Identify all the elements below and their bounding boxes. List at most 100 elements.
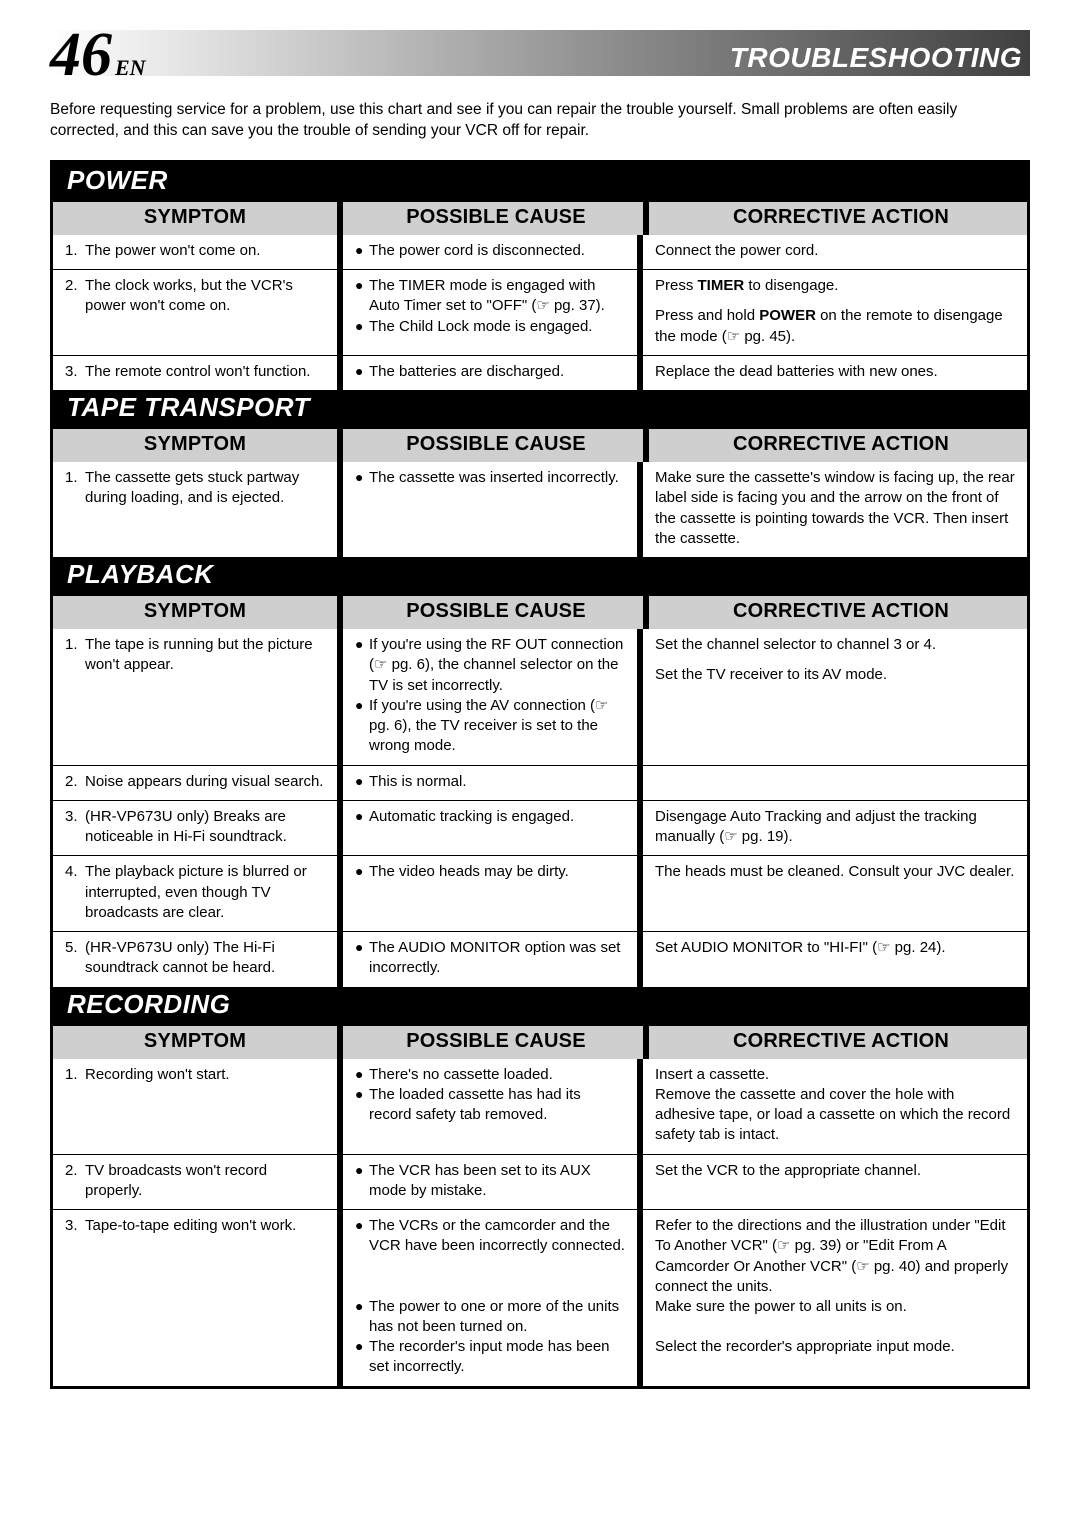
action-text: Press TIMER to disengage.: [655, 276, 1015, 296]
symptom-text: Tape-to-tape editing won't work.: [85, 1216, 325, 1378]
cause-text: The video heads may be dirty.: [369, 862, 625, 882]
cause-text: The batteries are discharged.: [369, 362, 625, 382]
col-cause: POSSIBLE CAUSE: [349, 202, 649, 235]
action-text: Set the VCR to the appropriate channel.: [655, 1161, 1015, 1181]
bullet-icon: ●: [355, 1216, 369, 1257]
page-header: 46EN TROUBLESHOOTING: [50, 30, 1030, 76]
action-cell: Set the VCR to the appropriate channel.: [643, 1155, 1027, 1210]
col-action: CORRECTIVE ACTION: [655, 1026, 1027, 1059]
cause-text: If you're using the RF OUT connection (☞…: [369, 635, 625, 696]
action-cell: Replace the dead batteries with new ones…: [643, 356, 1027, 390]
bullet-icon: ●: [355, 807, 369, 827]
row-number: 1.: [65, 468, 85, 549]
cause-text: The VCR has been set to its AUX mode by …: [369, 1161, 625, 1202]
col-cause: POSSIBLE CAUSE: [349, 596, 649, 629]
cause-text: The loaded cassette has had its record s…: [369, 1085, 625, 1126]
bullet-icon: ●: [355, 635, 369, 696]
row-number: 2.: [65, 276, 85, 347]
intro-text: Before requesting service for a problem,…: [50, 100, 1030, 142]
page-number: 46EN: [50, 38, 146, 85]
row-number: 5.: [65, 938, 85, 979]
col-symptom: SYMPTOM: [53, 429, 343, 462]
symptom-cell: 1.The power won't come on.: [53, 235, 343, 269]
cause-cell: ●The video heads may be dirty.: [343, 856, 643, 931]
bullet-icon: ●: [355, 362, 369, 382]
symptom-text: The tape is running but the picture won'…: [85, 635, 325, 757]
action-text: Connect the power cord.: [655, 241, 1015, 261]
action-text: Set the channel selector to channel 3 or…: [655, 635, 1015, 655]
row-number: 2.: [65, 772, 85, 792]
cause-cell: ●Automatic tracking is engaged.: [343, 801, 643, 856]
row-number: 3.: [65, 1216, 85, 1378]
bullet-icon: ●: [355, 468, 369, 488]
action-text: The heads must be cleaned. Consult your …: [655, 862, 1015, 882]
symptom-cell: 2.The clock works, but the VCR's power w…: [53, 270, 343, 355]
cause-cell: ●This is normal.: [343, 766, 643, 800]
table-row: 2.Noise appears during visual search.●Th…: [53, 765, 1027, 800]
cause-text: The power to one or more of the units ha…: [369, 1297, 625, 1338]
table-row: 1.The power won't come on.●The power cor…: [53, 235, 1027, 269]
bullet-icon: ●: [355, 317, 369, 337]
bullet-icon: ●: [355, 938, 369, 979]
row-number: 3.: [65, 362, 85, 382]
category-header: RECORDING: [53, 987, 1027, 1026]
bullet-icon: ●: [355, 696, 369, 757]
row-number: 1.: [65, 635, 85, 757]
cause-text: This is normal.: [369, 772, 625, 792]
cause-text: There's no cassette loaded.: [369, 1065, 625, 1085]
symptom-text: The remote control won't function.: [85, 362, 325, 382]
cause-cell: ●The batteries are discharged.: [343, 356, 643, 390]
bullet-icon: ●: [355, 1065, 369, 1085]
symptom-text: The clock works, but the VCR's power won…: [85, 276, 325, 347]
action-text: Set the TV receiver to its AV mode.: [655, 665, 1015, 685]
cause-cell: ●The VCRs or the camcorder and the VCR h…: [343, 1210, 643, 1386]
table-row: 3.(HR-VP673U only) Breaks are noticeable…: [53, 800, 1027, 856]
symptom-text: The power won't come on.: [85, 241, 325, 261]
category-header: TAPE TRANSPORT: [53, 390, 1027, 429]
symptom-cell: 5.(HR-VP673U only) The Hi-Fi soundtrack …: [53, 932, 343, 987]
symptom-cell: 4.The playback picture is blurred or int…: [53, 856, 343, 931]
action-cell: Connect the power cord.: [643, 235, 1027, 269]
symptom-cell: 1.The cassette gets stuck partway during…: [53, 462, 343, 557]
action-cell: Make sure the cassette's window is facin…: [643, 462, 1027, 557]
table-row: 5.(HR-VP673U only) The Hi-Fi soundtrack …: [53, 931, 1027, 987]
table-row: 3.Tape-to-tape editing won't work.●The V…: [53, 1209, 1027, 1386]
bullet-icon: ●: [355, 241, 369, 261]
row-number: 1.: [65, 1065, 85, 1146]
action-cell: [643, 766, 1027, 800]
row-number: 1.: [65, 241, 85, 261]
action-text: Refer to the directions and the illustra…: [655, 1216, 1015, 1317]
action-cell: The heads must be cleaned. Consult your …: [643, 856, 1027, 931]
cause-cell: ●There's no cassette loaded.●The loaded …: [343, 1059, 643, 1154]
cause-text: The recorder's input mode has been set i…: [369, 1337, 625, 1378]
action-text: Disengage Auto Tracking and adjust the t…: [655, 807, 1015, 848]
cause-text: Automatic tracking is engaged.: [369, 807, 625, 827]
cause-cell: ●The AUDIO MONITOR option was set incorr…: [343, 932, 643, 987]
action-text: Press and hold POWER on the remote to di…: [655, 306, 1015, 347]
symptom-cell: 3.(HR-VP673U only) Breaks are noticeable…: [53, 801, 343, 856]
action-text: Replace the dead batteries with new ones…: [655, 362, 1015, 382]
col-action: CORRECTIVE ACTION: [655, 202, 1027, 235]
cause-text: The TIMER mode is engaged with Auto Time…: [369, 276, 625, 317]
col-cause: POSSIBLE CAUSE: [349, 429, 649, 462]
cause-cell: ●The cassette was inserted incorrectly.: [343, 462, 643, 557]
symptom-cell: 2.Noise appears during visual search.: [53, 766, 343, 800]
col-symptom: SYMPTOM: [53, 202, 343, 235]
row-number: 3.: [65, 807, 85, 848]
col-action: CORRECTIVE ACTION: [655, 429, 1027, 462]
bullet-icon: ●: [355, 1085, 369, 1126]
cause-text: The VCRs or the camcorder and the VCR ha…: [369, 1216, 625, 1257]
column-headers: SYMPTOMPOSSIBLE CAUSECORRECTIVE ACTION: [53, 202, 1027, 235]
action-text: Select the recorder's appropriate input …: [655, 1337, 1015, 1357]
cause-text: If you're using the AV connection (☞ pg.…: [369, 696, 625, 757]
action-cell: Insert a cassette.Remove the cassette an…: [643, 1059, 1027, 1154]
row-number: 2.: [65, 1161, 85, 1202]
col-cause: POSSIBLE CAUSE: [349, 1026, 649, 1059]
row-number: 4.: [65, 862, 85, 923]
action-cell: Disengage Auto Tracking and adjust the t…: [643, 801, 1027, 856]
table-row: 4.The playback picture is blurred or int…: [53, 855, 1027, 931]
action-text: Set AUDIO MONITOR to "HI-FI" (☞ pg. 24).: [655, 938, 1015, 958]
symptom-text: TV broadcasts won't record properly.: [85, 1161, 325, 1202]
action-cell: Set the channel selector to channel 3 or…: [643, 629, 1027, 765]
category-header: POWER: [53, 163, 1027, 202]
